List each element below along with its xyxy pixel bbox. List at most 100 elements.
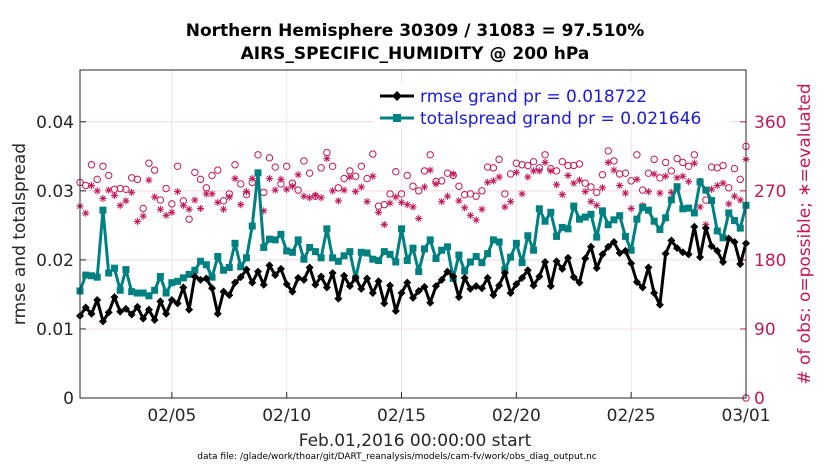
nobs-evaluated-point [351,188,360,196]
legend-rmse-marker [392,91,402,101]
rmse-point [317,272,326,281]
nobs-possible-point [593,188,601,197]
nobs-evaluated-point [507,197,515,206]
nobs-evaluated-point [633,175,641,183]
nobs-evaluated-point [374,208,383,216]
y-tick-label-right: 360 [754,113,786,133]
totalspread-point [110,264,118,272]
totalspread-point [156,272,164,280]
nobs-evaluated-point [196,204,205,213]
nobs-evaluated-point [329,187,337,195]
y-tick-label-left: 0.01 [36,320,74,340]
totalspread-point [403,257,411,265]
rmse-point [483,273,492,282]
nobs-evaluated-point [237,201,245,209]
nobs-possible-point [105,171,113,180]
nobs-possible-point [501,190,509,198]
nobs-evaluated-point [415,214,423,223]
nobs-evaluated-point [248,174,256,183]
rmse-point [500,269,509,278]
nobs-evaluated-point [495,173,503,181]
nobs-possible-point [581,179,589,187]
nobs-possible-point [529,157,538,166]
rmse-point [386,281,395,290]
nobs-possible-point [558,157,566,166]
totalspread-point [82,271,90,279]
nobs-possible-point [478,187,486,195]
totalspread-point [558,223,566,231]
nobs-possible-point [305,169,314,177]
plot-frame [79,69,747,399]
totalspread-point [656,226,664,234]
nobs-evaluated-point [673,174,681,182]
rmse-point [598,250,607,259]
nobs-possible-point [638,186,647,194]
totalspread-point [570,202,578,210]
nobs-evaluated-point [340,186,348,194]
nobs-possible-point [438,177,446,185]
nobs-possible-point [156,196,165,204]
nobs-possible-point [162,184,170,193]
totalspread-point [725,209,733,217]
nobs-evaluated-point [461,204,469,212]
totalspread-point [426,236,434,244]
nobs-possible-point [294,186,302,194]
rmse-point [236,273,245,282]
rmse-point [196,275,205,284]
nobs-evaluated-point [363,197,371,206]
legend-rmse-label: rmse grand pr = 0.018722 [420,87,647,107]
rmse-point [696,253,705,262]
nobs-possible-point [357,162,366,170]
nobs-evaluated-point [317,194,325,202]
nobs-possible-point [231,161,239,169]
rmse-point [322,283,331,292]
nobs-evaluated-point [518,190,526,198]
rmse-point [397,289,406,298]
series-nobs_possible [76,142,750,223]
totalspread-point [495,238,503,246]
nobs-possible-point [133,175,142,184]
nobs-evaluated-point [116,201,124,210]
rmse-point [231,278,240,287]
rmse-point [87,309,96,318]
nobs-evaluated-point [409,203,417,211]
nobs-evaluated-point [541,158,549,167]
nobs-evaluated-point [105,186,113,194]
nobs-evaluated-point [604,158,612,167]
nobs-possible-point [730,164,739,173]
totalspread-point [489,236,497,244]
nobs-evaluated-point [403,201,411,209]
nobs-evaluated-point [231,174,239,183]
nobs-evaluated-point [357,183,365,191]
rmse-point [529,281,538,290]
rmse-point [420,282,429,291]
nobs-evaluated-point [242,188,251,196]
nobs-evaluated-point [87,181,96,190]
totalspread-point [294,236,302,244]
nobs-evaluated-point [478,205,486,213]
nobs-evaluated-point [386,199,394,207]
rmse-point [730,237,739,246]
nobs-evaluated-point [616,181,624,190]
rmse-point [650,289,659,298]
rmse-point [225,291,234,300]
rmse-point [644,263,653,272]
nobs-evaluated-point [736,196,744,204]
y-axis-label-right: # of obs: o=possible; ∗=evaluated [795,83,815,384]
totalspread-point [576,215,583,223]
nobs-possible-point [409,182,417,190]
totalspread-point [512,239,520,247]
rmse-point [581,254,590,263]
nobs-evaluated-point [300,192,308,200]
rmse-point [403,278,412,287]
totalspread-point [604,221,612,229]
rmse-point [265,261,274,270]
rmse-point [167,295,176,304]
rmse-point [374,277,383,286]
rmse-point [437,275,446,284]
totalspread-point [696,178,704,186]
totalspread-point [254,169,262,177]
nobs-possible-point [116,184,124,193]
rmse-point [380,299,389,308]
